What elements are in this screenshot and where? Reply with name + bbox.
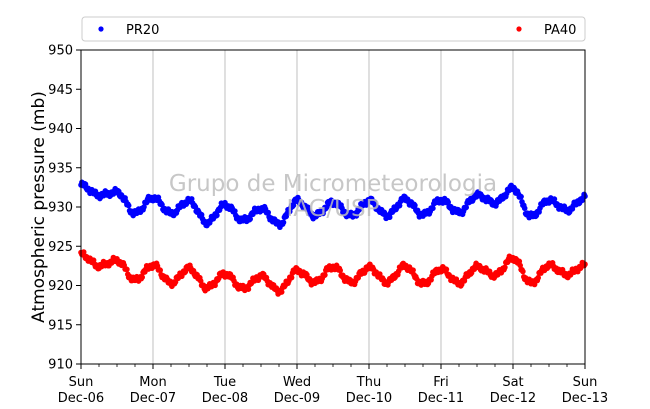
x-tick-label-date: Dec-09 xyxy=(274,391,320,406)
y-tick-label: 915 xyxy=(48,318,73,333)
y-tick-label: 910 xyxy=(48,358,73,373)
data-point xyxy=(125,202,132,209)
data-point xyxy=(247,216,253,222)
data-point xyxy=(386,214,393,221)
data-point xyxy=(521,205,528,212)
y-tick-label: 945 xyxy=(48,83,73,98)
data-point xyxy=(396,202,403,209)
x-tick-label-date: Dec-08 xyxy=(202,391,248,406)
data-point xyxy=(197,278,204,284)
data-point xyxy=(82,181,89,188)
data-point xyxy=(322,272,328,278)
watermark-line-1: Grupo de Micrometeorologia xyxy=(169,171,497,197)
data-point xyxy=(412,202,418,209)
data-point xyxy=(139,274,145,280)
x-tick-label-day: Sun xyxy=(573,375,598,390)
y-tick-label: 920 xyxy=(48,279,73,294)
data-point xyxy=(410,267,416,273)
y-axis: 910 915 920 925 930 935 940 945 950 xyxy=(48,44,81,373)
x-tick-label-day: Tue xyxy=(213,375,236,390)
legend-marker-pr20 xyxy=(98,26,104,32)
x-tick-label-day: Thu xyxy=(356,375,381,390)
series-pr20 xyxy=(78,179,588,231)
data-point xyxy=(157,267,163,273)
data-point xyxy=(502,264,508,271)
data-point xyxy=(535,274,541,281)
data-point xyxy=(245,286,252,292)
series-pa40 xyxy=(78,249,588,297)
y-tick-label: 940 xyxy=(48,122,73,137)
data-point xyxy=(517,262,523,269)
x-tick-label-date: Dec-13 xyxy=(562,391,608,406)
x-tick-label-date: Dec-12 xyxy=(490,391,536,406)
y-tick-label: 935 xyxy=(48,161,73,176)
data-point xyxy=(430,205,436,212)
x-tick-label-date: Dec-10 xyxy=(346,391,392,406)
data-point xyxy=(265,209,272,216)
x-tick-label-day: Wed xyxy=(283,375,311,390)
data-point xyxy=(290,202,297,209)
data-point xyxy=(337,267,344,274)
x-tick-label-date: Dec-07 xyxy=(130,391,176,406)
watermark-line-2: IAG/USP xyxy=(287,196,380,222)
x-tick-label-date: Dec-06 xyxy=(58,391,104,406)
data-point xyxy=(124,266,130,273)
legend-box xyxy=(81,16,586,42)
data-point xyxy=(232,208,238,214)
x-tick-label-date: Dec-11 xyxy=(418,391,464,406)
data-point xyxy=(214,212,220,219)
data-point xyxy=(278,289,285,295)
data-point xyxy=(463,204,470,211)
x-tick-label-day: Sat xyxy=(502,375,523,390)
legend-label-pr20: PR20 xyxy=(126,23,159,38)
legend: PR20 PA40 xyxy=(81,16,586,42)
data-point xyxy=(288,274,295,281)
data-point xyxy=(520,268,526,275)
data-point xyxy=(141,204,147,210)
data-point xyxy=(551,196,558,202)
legend-label-pa40: PA40 xyxy=(544,23,576,38)
watermark: Grupo de Micrometeorologia IAG/USP xyxy=(169,171,497,222)
legend-marker-pa40 xyxy=(516,26,522,32)
data-point xyxy=(304,271,310,278)
x-tick-label-day: Mon xyxy=(139,375,166,390)
data-series xyxy=(78,179,588,297)
x-axis: SunDec-06MonDec-07TueDec-08WedDec-09ThuD… xyxy=(58,364,608,406)
x-tick-label-day: Sun xyxy=(69,375,94,390)
y-tick-label: 930 xyxy=(48,201,73,216)
data-point xyxy=(159,201,165,208)
y-tick-label: 925 xyxy=(48,240,73,255)
x-tick-label-day: Fri xyxy=(433,375,449,390)
data-point xyxy=(445,199,452,206)
data-point xyxy=(280,219,287,226)
y-axis-label: Atmospheric pressure (mb) xyxy=(29,91,49,323)
data-point xyxy=(443,266,450,273)
data-point xyxy=(518,193,524,200)
y-tick-label: 950 xyxy=(48,44,73,59)
